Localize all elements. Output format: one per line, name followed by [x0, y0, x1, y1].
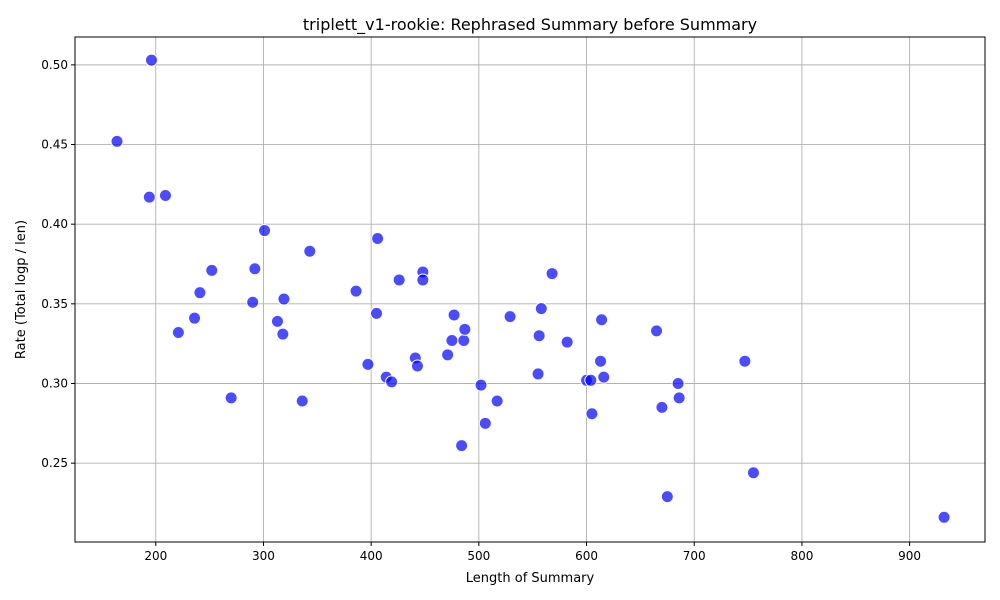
- data-point: [144, 53, 158, 67]
- x-tick-label: 900: [898, 549, 921, 563]
- data-point: [474, 378, 488, 392]
- y-tick-label: 0.35: [41, 297, 68, 311]
- data-point: [303, 244, 317, 258]
- data-point: [171, 326, 185, 340]
- x-tick-label: 300: [252, 549, 275, 563]
- y-tick-label: 0.50: [41, 58, 68, 72]
- data-point: [534, 302, 548, 316]
- data-point: [650, 324, 664, 338]
- y-axis-ticks: 0.25 0.30 0.35 0.40 0.45 0.50: [41, 58, 75, 470]
- x-axis-label: Length of Summary: [466, 571, 595, 586]
- data-point: [738, 354, 752, 368]
- x-axis-ticks: 200 300 400 500 600 700 800 900: [144, 542, 921, 563]
- data-point: [671, 376, 685, 390]
- x-tick-label: 600: [575, 549, 598, 563]
- data-point: [503, 310, 517, 324]
- data-point: [385, 375, 399, 389]
- y-tick-label: 0.30: [41, 376, 68, 390]
- data-point: [447, 308, 461, 322]
- data-point: [584, 373, 598, 387]
- data-point: [416, 273, 430, 287]
- data-point: [370, 306, 384, 320]
- data-point: [560, 335, 574, 349]
- y-tick-label: 0.45: [41, 138, 68, 152]
- data-point: [478, 416, 492, 430]
- x-tick-label: 500: [467, 549, 490, 563]
- data-point: [457, 333, 471, 347]
- x-tick-label: 200: [144, 549, 167, 563]
- x-tick-label: 700: [683, 549, 706, 563]
- data-point: [545, 267, 559, 281]
- data-point: [295, 394, 309, 408]
- data-point: [371, 232, 385, 246]
- data-point: [349, 284, 363, 298]
- data-point: [597, 370, 611, 384]
- data-point: [655, 400, 669, 414]
- chart-title: triplett_v1-rookie: Rephrased Summary be…: [303, 15, 757, 35]
- data-point: [455, 439, 469, 453]
- data-point: [110, 134, 124, 148]
- data-point: [458, 322, 472, 336]
- data-point: [270, 314, 284, 328]
- data-point: [392, 273, 406, 287]
- data-point: [246, 295, 260, 309]
- x-tick-label: 800: [790, 549, 813, 563]
- data-point: [937, 510, 951, 524]
- data-point: [445, 333, 459, 347]
- data-point: [361, 357, 375, 371]
- data-point: [248, 262, 262, 276]
- data-point: [258, 224, 272, 238]
- data-point: [595, 313, 609, 327]
- data-point: [188, 311, 202, 325]
- data-point: [276, 327, 290, 341]
- data-point: [410, 359, 424, 373]
- data-point: [746, 466, 760, 480]
- data-point: [224, 391, 238, 405]
- y-tick-label: 0.25: [41, 456, 68, 470]
- data-point: [441, 348, 455, 362]
- data-point: [585, 407, 599, 421]
- data-point: [660, 490, 674, 504]
- y-tick-label: 0.40: [41, 217, 68, 231]
- y-axis-label: Rate (Total logp / len): [14, 220, 29, 359]
- data-point: [594, 354, 608, 368]
- data-point: [193, 286, 207, 300]
- data-point: [158, 189, 172, 203]
- grid: [75, 37, 985, 542]
- data-points: [110, 53, 951, 524]
- plot-frame: [74, 36, 986, 543]
- data-point: [531, 367, 545, 381]
- data-point: [532, 329, 546, 343]
- data-point: [142, 190, 156, 204]
- data-point: [277, 292, 291, 306]
- x-tick-label: 400: [360, 549, 383, 563]
- data-point: [490, 394, 504, 408]
- data-point: [205, 263, 219, 277]
- data-point: [672, 391, 686, 405]
